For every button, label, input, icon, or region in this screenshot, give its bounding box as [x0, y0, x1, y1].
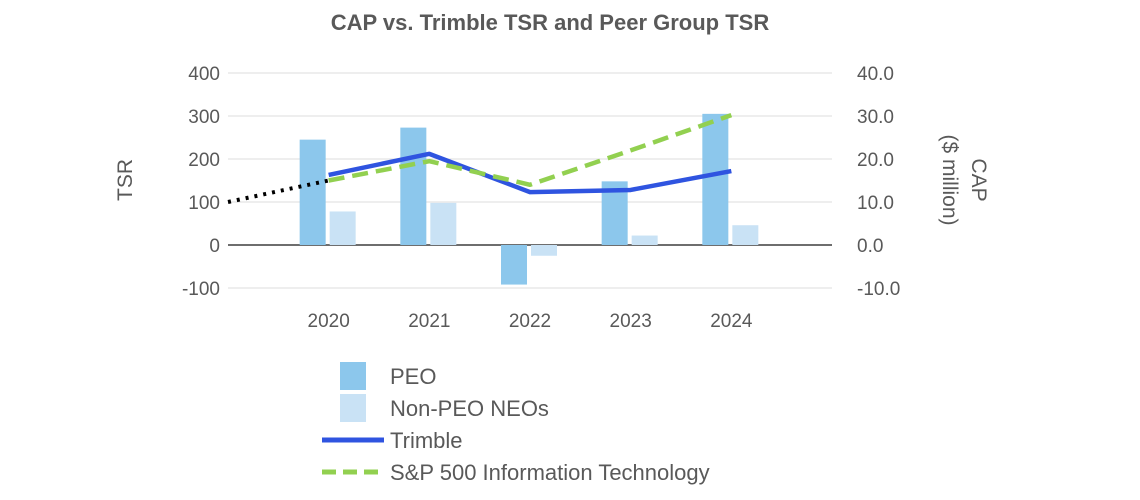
legend-label: Non-PEO NEOs	[390, 396, 549, 421]
left-tick-label: 0	[209, 236, 220, 257]
legend-label: Trimble	[390, 428, 463, 453]
line-trimble	[328, 151, 732, 195]
left-axis-title: TSR	[114, 159, 137, 201]
x-tick-label: 2022	[509, 311, 551, 332]
left-tick-label: 200	[188, 150, 220, 171]
right-tick-label: 30.0	[857, 107, 894, 128]
bar-peo	[299, 139, 326, 245]
x-tick-label: 2021	[408, 311, 450, 332]
bars	[299, 113, 759, 285]
series-lines	[227, 113, 733, 204]
x-tick-label: 2023	[610, 311, 652, 332]
x-tick-label: 2024	[710, 311, 753, 332]
left-tick-label: 400	[188, 64, 220, 85]
bar-non-peo-neos	[430, 202, 457, 245]
bar-non-peo-neos	[329, 211, 356, 245]
bar-non-peo-neos	[631, 235, 658, 245]
left-tick-label: -100	[182, 279, 220, 300]
legend-swatch-non-peo-neos	[340, 394, 366, 422]
bar-non-peo-neos	[732, 225, 759, 245]
right-axis-title-line2: ($ million)	[938, 134, 961, 225]
line-s-p-500-information-technology	[328, 113, 733, 188]
right-axis-title: CAP ($ million)	[938, 134, 990, 225]
legend-label: S&P 500 Information Technology	[390, 460, 710, 485]
right-tick-label: 0.0	[857, 236, 883, 257]
right-tick-label: 40.0	[857, 64, 894, 85]
gridlines	[228, 72, 832, 289]
legend-label: PEO	[390, 364, 436, 389]
bar-peo	[702, 113, 729, 245]
left-tick-label: 300	[188, 107, 220, 128]
bar-peo	[400, 127, 427, 245]
chart-title: CAP vs. Trimble TSR and Peer Group TSR	[331, 10, 770, 35]
right-tick-label: 20.0	[857, 150, 894, 171]
tick-labels: 400 300 200 100 0 -100 40.0 30.0 20.0 10.0 0.0 -10.…	[182, 64, 900, 332]
bar-peo	[501, 245, 527, 285]
bar-non-peo-neos	[531, 245, 557, 256]
legend: PEO Non-PEO NEOs Trimble S&P 500 Informatio…	[322, 362, 710, 485]
right-tick-label: -10.0	[857, 279, 900, 300]
x-tick-label: 2020	[308, 311, 350, 332]
right-tick-label: 10.0	[857, 193, 894, 214]
left-tick-label: 100	[188, 193, 220, 214]
right-axis-title-line1: CAP	[967, 158, 990, 201]
legend-swatch-peo	[340, 362, 366, 390]
